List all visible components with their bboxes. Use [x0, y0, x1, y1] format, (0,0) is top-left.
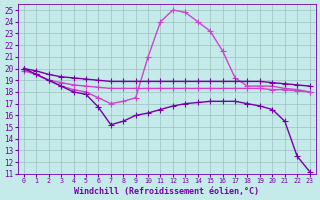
X-axis label: Windchill (Refroidissement éolien,°C): Windchill (Refroidissement éolien,°C)	[74, 187, 259, 196]
